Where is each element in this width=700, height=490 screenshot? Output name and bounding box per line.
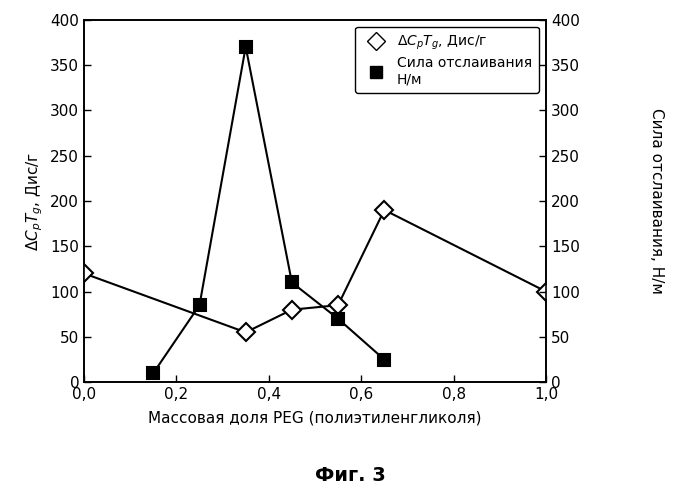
X-axis label: Массовая доля PEG (полиэтиленгликоля): Массовая доля PEG (полиэтиленгликоля) xyxy=(148,411,482,425)
Y-axis label: $\Delta C_p T_g$, Дис/г: $\Delta C_p T_g$, Дис/г xyxy=(24,151,45,250)
Y-axis label: Сила отслаивания, Н/м: Сила отслаивания, Н/м xyxy=(649,108,664,294)
Text: Фиг. 3: Фиг. 3 xyxy=(314,466,386,485)
Legend: $\Delta C_p T_g$, Дис/г, Сила отслаивания
Н/м: $\Delta C_p T_g$, Дис/г, Сила отслаивани… xyxy=(356,26,539,93)
